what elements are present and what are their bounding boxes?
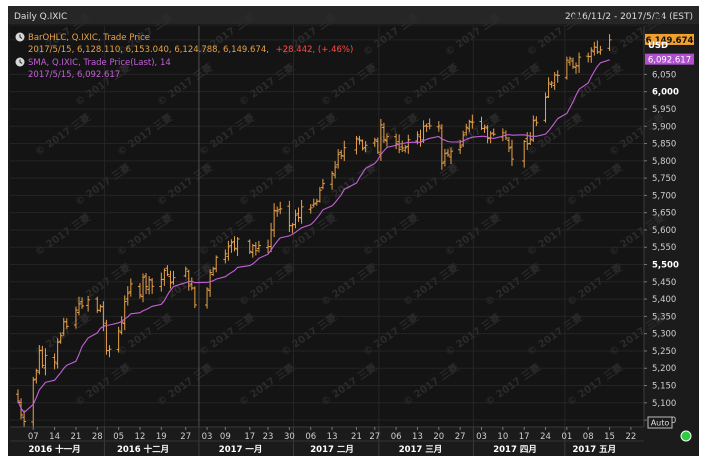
month-labels: 2016 十一月 2016 十二月 2017 一月 2017 二月 2017 三月 201… [29,444,617,455]
x-tick-label: 22 [625,432,636,442]
sma-badge: 6,092.617 [645,53,694,66]
x-tick-label: 24 [540,432,551,442]
x-tick-label: 07 [28,432,39,442]
bar-legend-icon[interactable] [15,32,25,42]
plot-area[interactable] [10,26,643,427]
y-tick-label: 5,600 [652,226,676,236]
x-tick-label: 09 [220,432,231,442]
x-tick-label: 06 [305,432,316,442]
bar-legend-change: +28.442, (+.46%) [276,45,354,55]
grid-lines [10,39,643,421]
x-tick-label: 06 [391,432,402,442]
y-tick-label: 5,150 [652,382,676,392]
x-tick-label: 10 [497,432,508,442]
bar-legend-label: BarOHLC, Q.IXIC, Trade Price [28,33,150,43]
chart-window: Daily Q.IXIC 2016/11/2 - 2017/5/24 (EST)… [8,6,699,456]
svg-text:2017/5/15, 6,128.110, 6,153.04: 2017/5/15, 6,128.110, 6,153.040, 6,124.7… [28,45,353,55]
y-tick-label: 5,300 [652,330,676,340]
x-tick-label: 14 [49,432,60,442]
y-tick-label: 5,250 [652,347,676,357]
x-tick-label: 17 [244,432,255,442]
header-strip [8,6,699,24]
legend: BarOHLC, Q.IXIC, Trade Price 2017/5/15, … [15,32,353,80]
x-tick-label: 27 [369,432,380,442]
x-tick-label: 20 [433,432,444,442]
y-tick-label: 5,850 [652,140,676,150]
price-badge-text: 6,149.674 [646,36,694,46]
x-tick-label: 27 [180,432,191,442]
x-tick-label: 21 [351,432,362,442]
y-tick-label: 5,800 [652,157,676,167]
x-tick-label: 30 [284,432,295,442]
y-tick-label: 6,050 [652,70,676,80]
x-tick-label: 01 [561,432,572,442]
month-label: 2017 五月 [572,445,616,455]
x-tick-label: 28 [92,432,103,442]
month-label: 2017 一月 [219,445,263,455]
y-tick-label: 5,100 [652,399,676,409]
y-tick-label: 5,350 [652,312,676,322]
sma-legend-label: SMA, Q.IXIC, Trade Price(Last), 14 [28,58,171,68]
y-tick-label: 5,950 [652,105,676,115]
auto-button[interactable]: Auto [647,416,673,429]
x-tick-label: 13 [327,432,338,442]
x-tick-label: 12 [135,432,146,442]
y-tick-label: 5,500 [652,261,679,271]
y-tick-label: 5,900 [652,122,676,132]
month-label: 2017 四月 [493,445,537,455]
x-tick-label: 03 [202,432,213,442]
connection-status-icon [680,430,692,442]
bar-legend-values: 2017/5/15, 6,128.110, 6,153.040, 6,124.7… [28,45,269,55]
sma-legend-values: 2017/5/15, 6,092.617 [28,70,120,80]
y-tick-label: 5,650 [652,209,676,219]
x-tick-label: 27 [455,432,466,442]
chart-title: Daily Q.IXIC [14,12,67,22]
month-separators [103,26,566,456]
x-tick-label: 03 [476,432,487,442]
y-tick-label: 5,750 [652,174,676,184]
y-tick-label: 5,700 [652,191,676,201]
x-tick-label: 23 [263,432,274,442]
ohlc-chart: Daily Q.IXIC 2016/11/2 - 2017/5/24 (EST)… [8,6,699,456]
price-badge: 6,149.674 [645,33,694,46]
y-tick-label: 6,000 [652,88,679,98]
currency-label: USD [648,41,668,51]
month-label: 2017 二月 [310,445,354,455]
auto-button-label: Auto [651,419,670,428]
x-tick-label: 08 [583,432,594,442]
y-tick-label: 5,450 [652,278,676,288]
y-tick-label: 5,550 [652,243,676,253]
x-tick-label: 15 [604,432,615,442]
ohlc-bars [16,34,612,429]
x-tick-label: 05 [113,432,124,442]
month-label: 2016 十二月 [117,444,169,455]
x-tick-label: 13 [412,432,423,442]
month-label: 2016 十一月 [29,444,81,455]
x-axis-ticks[interactable]: 07 14 21 28 05 12 19 27 03 09 17 23 30 06 13 21 27 06 13 20… [28,427,636,442]
y-axis-ticks[interactable]: 6,1506,0506,0005,9505,9005,8505,8005,750… [644,36,679,426]
sma-badge-text: 6,092.617 [648,56,691,66]
x-tick-label: 19 [156,432,167,442]
y-tick-label: 5,200 [652,364,676,374]
x-tick-label: 17 [519,432,530,442]
sma-legend-icon[interactable] [15,57,25,67]
date-range: 2016/11/2 - 2017/5/24 (EST) [565,12,693,22]
month-label: 2017 三月 [399,445,443,455]
y-tick-label: 5,400 [652,295,676,305]
sma-line [17,59,610,414]
x-tick-label: 21 [71,432,82,442]
